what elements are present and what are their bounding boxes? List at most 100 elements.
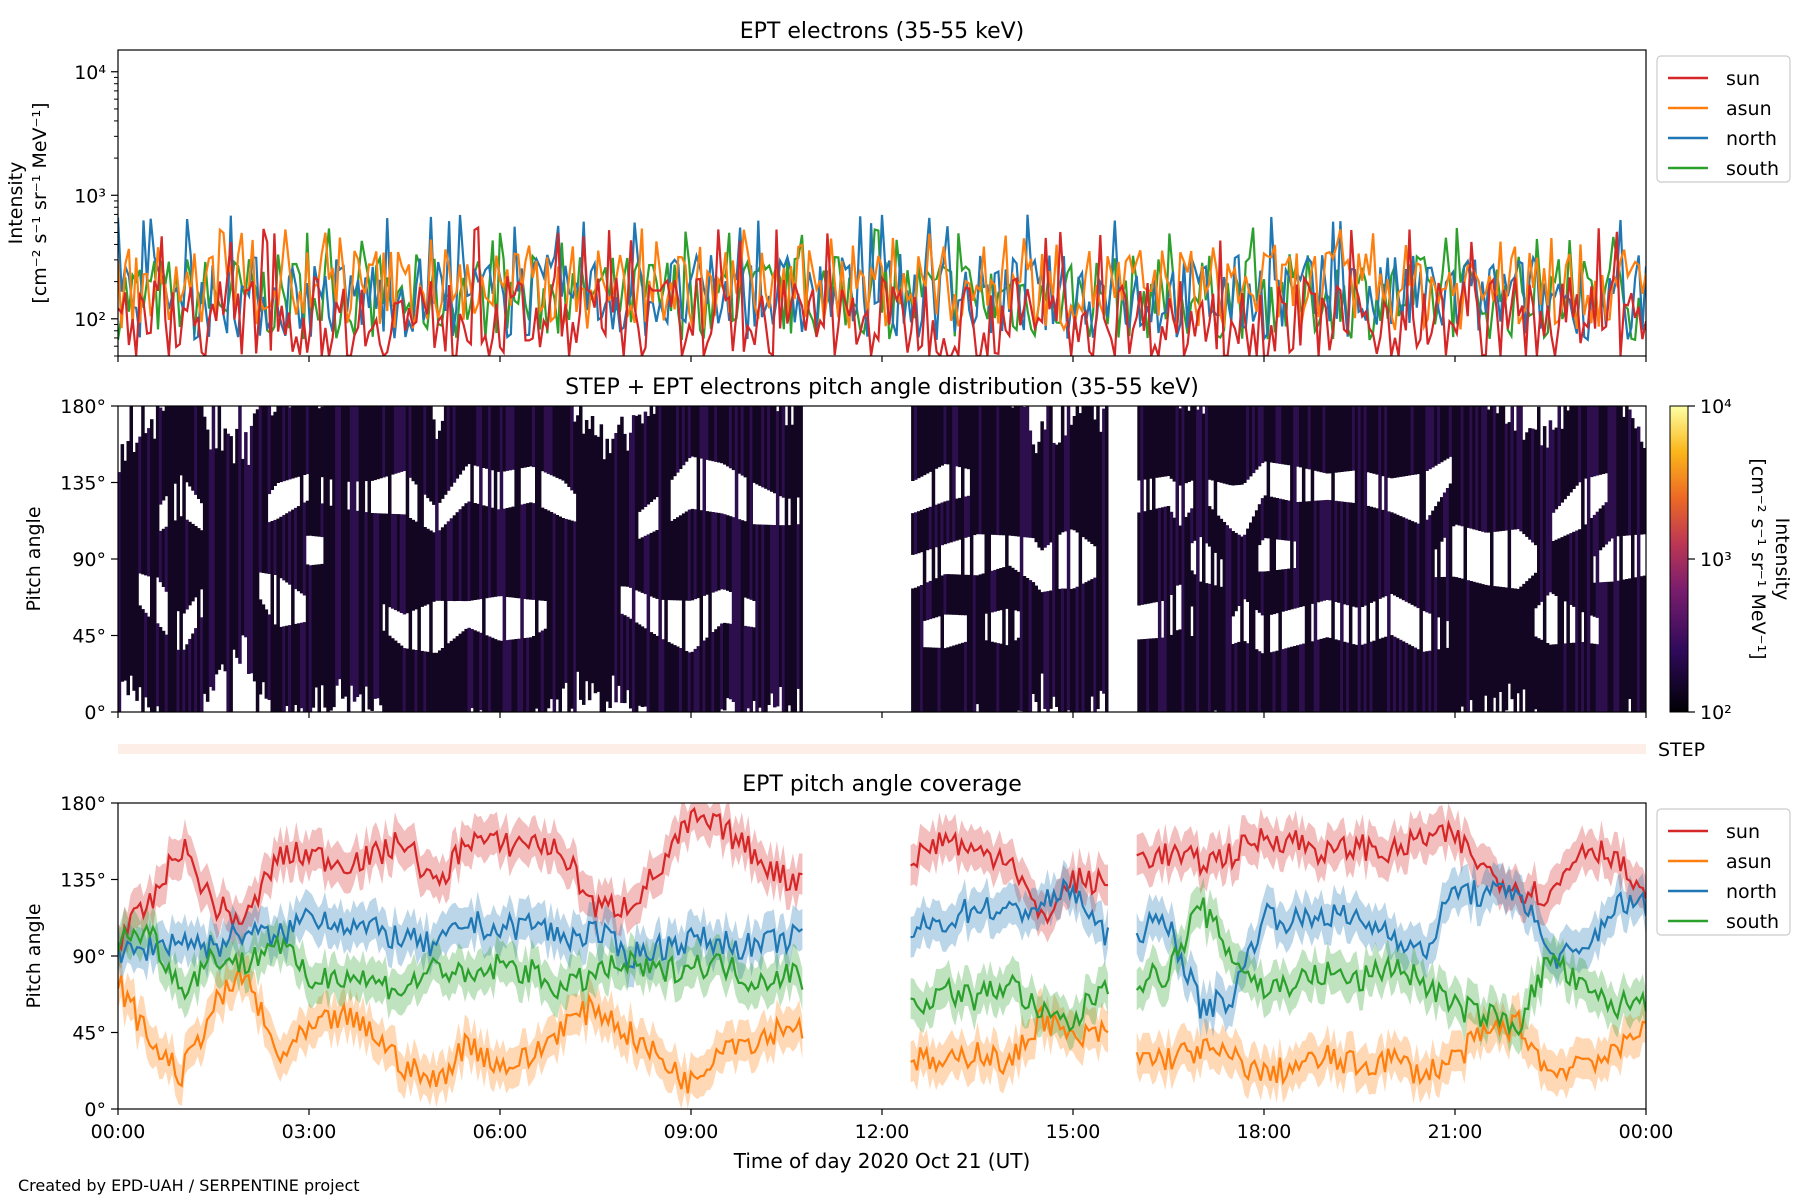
heatmap-cell bbox=[529, 637, 533, 712]
heatmap-cell bbox=[511, 406, 515, 470]
heatmap-cell bbox=[294, 623, 298, 705]
heatmap-cell bbox=[1537, 406, 1541, 606]
heatmap-cell bbox=[1375, 508, 1379, 712]
heatmap-cell bbox=[1475, 406, 1479, 531]
heatmap-cell bbox=[1366, 505, 1370, 712]
heatmap-cell bbox=[567, 519, 571, 712]
heatmap-cell bbox=[364, 512, 368, 687]
heatmap-cell bbox=[1152, 406, 1156, 603]
heatmap-cell bbox=[282, 406, 286, 482]
heatmap-cell bbox=[349, 406, 354, 686]
heatmap-cell bbox=[1448, 483, 1453, 712]
heatmap-cell bbox=[526, 637, 530, 712]
heatmap-cell bbox=[1325, 499, 1329, 600]
heatmap-cell bbox=[490, 507, 495, 598]
heatmap-cell bbox=[993, 406, 997, 535]
heatmap-cell bbox=[1037, 441, 1041, 548]
heatmap-cell bbox=[1060, 588, 1065, 712]
heatmap-cell bbox=[1390, 406, 1394, 479]
heatmap-cell bbox=[1031, 444, 1036, 539]
heatmap-cell bbox=[455, 512, 460, 601]
heatmap-cell bbox=[1049, 406, 1053, 543]
heatmap-cell bbox=[302, 622, 307, 712]
heatmap-cell bbox=[496, 640, 501, 712]
heatmap-cell bbox=[1313, 406, 1318, 471]
heatmap-cell bbox=[1028, 580, 1033, 712]
heatmap-cell bbox=[314, 406, 319, 537]
heatmap-cell bbox=[684, 651, 689, 712]
heatmap-cell bbox=[1460, 578, 1465, 707]
heatmap-cell bbox=[435, 652, 439, 712]
y-tick-label: 10² bbox=[74, 309, 106, 331]
heatmap-cell bbox=[655, 530, 659, 599]
heatmap-cell bbox=[1307, 501, 1312, 712]
heatmap-cell bbox=[1563, 406, 1567, 500]
heatmap-cell bbox=[655, 635, 659, 712]
heatmap-cell bbox=[1240, 406, 1244, 485]
heatmap-cell bbox=[629, 432, 633, 588]
heatmap-cell bbox=[1369, 641, 1373, 712]
heatmap-cell bbox=[1013, 640, 1018, 712]
heatmap-cell bbox=[1278, 569, 1282, 712]
heatmap-cell bbox=[949, 406, 953, 543]
heatmap-cell bbox=[1501, 587, 1506, 712]
heatmap-cell bbox=[118, 472, 122, 712]
heatmap-cell bbox=[1034, 585, 1038, 702]
heatmap-cell bbox=[1299, 501, 1303, 607]
heatmap-cell bbox=[1419, 406, 1423, 712]
panel1-y-ticks: 10² 10³ 10⁴ bbox=[74, 62, 118, 357]
series-line-sun bbox=[118, 225, 1646, 356]
heatmap-cell bbox=[487, 636, 492, 712]
heatmap-cell bbox=[391, 638, 395, 712]
heatmap-cell bbox=[426, 406, 430, 499]
heatmap-cell bbox=[928, 406, 933, 472]
heatmap-cell bbox=[429, 406, 433, 502]
heatmap-cell bbox=[370, 406, 374, 481]
heatmap-cell bbox=[396, 514, 401, 612]
heatmap-cell bbox=[470, 406, 474, 601]
heatmap-cell bbox=[705, 406, 709, 460]
heatmap-cell bbox=[676, 406, 680, 473]
heatmap-cell bbox=[1542, 426, 1547, 712]
heatmap-cell bbox=[1099, 431, 1103, 691]
heatmap-cell bbox=[649, 532, 654, 597]
heatmap-cell bbox=[1457, 406, 1462, 526]
heatmap-cell bbox=[678, 515, 683, 601]
heatmap-cell bbox=[452, 515, 457, 602]
heatmap-cell bbox=[147, 428, 151, 577]
heatmap-cell bbox=[455, 636, 460, 712]
heatmap-cell bbox=[1440, 577, 1444, 712]
panel2-title: STEP + EPT electrons pitch angle distrib… bbox=[565, 375, 1199, 400]
heatmap-cell bbox=[1005, 406, 1009, 609]
heatmap-cell bbox=[505, 406, 510, 471]
heatmap-cell bbox=[964, 406, 968, 469]
heatmap-cell bbox=[405, 406, 410, 614]
heatmap-cell bbox=[314, 564, 319, 688]
heatmap-cell bbox=[752, 627, 756, 701]
heatmap-cell bbox=[1487, 409, 1491, 533]
heatmap-cell bbox=[376, 513, 380, 699]
heatmap-cell bbox=[326, 406, 330, 712]
heatmap-cell bbox=[1604, 406, 1609, 474]
heatmap-cell bbox=[1149, 509, 1153, 604]
heatmap-cell bbox=[1207, 583, 1212, 712]
heatmap-cell bbox=[543, 628, 548, 712]
heatmap-cell bbox=[461, 406, 465, 471]
heatmap-cell bbox=[179, 406, 183, 476]
heatmap-cell bbox=[191, 523, 195, 602]
heatmap-cell bbox=[1625, 579, 1629, 712]
heatmap-cell bbox=[1216, 406, 1221, 482]
colorbar bbox=[1669, 405, 1689, 713]
heatmap-cell bbox=[961, 406, 965, 616]
heatmap-cell bbox=[479, 632, 483, 711]
heatmap-cell bbox=[673, 645, 677, 712]
heatmap-cell bbox=[925, 647, 930, 712]
heatmap-cell bbox=[1251, 406, 1256, 474]
heatmap-cell bbox=[796, 406, 800, 498]
heatmap-cell bbox=[958, 497, 962, 540]
heatmap-cell bbox=[1269, 406, 1274, 463]
heatmap-cell bbox=[1105, 406, 1109, 712]
heatmap-cell bbox=[1492, 586, 1497, 698]
heatmap-cell bbox=[1478, 583, 1482, 712]
